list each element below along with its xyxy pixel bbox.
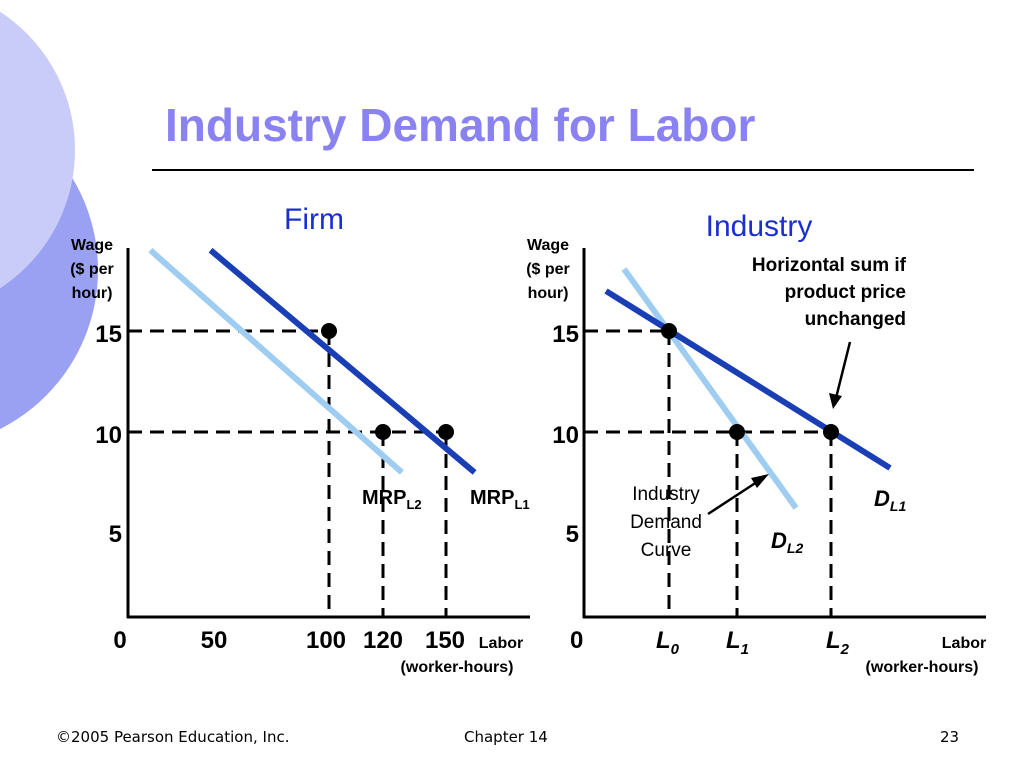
firm-y-tick-15: 15 — [95, 321, 122, 348]
industry-demand-annotation: Industry Demand Curve — [630, 484, 702, 561]
horizontal-sum-arrow-shaft — [834, 341, 852, 399]
firm-point-100-15 — [321, 323, 337, 339]
industry-x-label-line2: (worker-hours) — [866, 659, 979, 676]
firm-guides — [128, 329, 448, 617]
firm-y-label: Wage ($ per hour) — [70, 237, 114, 302]
firm-x-tick-0: 0 — [113, 627, 126, 654]
firm-y-label-line1: Wage — [71, 237, 113, 254]
firm-mrp-l1-label: MRPL1 — [470, 487, 530, 512]
firm-y-tick-10: 10 — [95, 422, 122, 449]
horizontal-sum-arrow — [829, 341, 852, 409]
industry-guides — [584, 329, 833, 617]
industry-y-label-line1: Wage — [527, 237, 569, 254]
footer-chapter: Chapter 14 — [464, 728, 548, 746]
industry-dl1-label: DL1 — [874, 486, 906, 514]
industry-dl2-curve — [621, 267, 799, 510]
industry-point-l1-10 — [729, 424, 745, 440]
industry-points — [661, 323, 839, 440]
firm-points — [321, 323, 454, 440]
industry-point-l0-15 — [661, 323, 677, 339]
industry-demand-arrow — [707, 474, 769, 516]
firm-y-label-line3: hour) — [72, 285, 113, 302]
horizontal-sum-line2: product price — [785, 282, 906, 303]
firm-x-label: Labor (worker-hours) — [401, 635, 524, 676]
title-divider — [152, 169, 974, 171]
industry-y-label-line3: hour) — [528, 285, 569, 302]
industry-y-tick-5: 5 — [566, 521, 579, 548]
industry-dl1-curve — [604, 288, 892, 471]
firm-chart: Firm Wage ($ per hour) — [70, 203, 530, 676]
firm-x-tick-150: 150 — [425, 627, 465, 654]
industry-y-tick-15: 15 — [552, 321, 579, 348]
industry-demand-line1: Industry — [632, 484, 700, 505]
firm-mrp-l1-curve — [208, 247, 477, 475]
horizontal-sum-line1: Horizontal sum if — [752, 255, 907, 276]
industry-x-tick-l0: L0 — [656, 627, 680, 658]
firm-y-tick-5: 5 — [109, 521, 122, 548]
firm-x-label-line2: (worker-hours) — [401, 659, 514, 676]
horizontal-sum-annotation: Horizontal sum if product price unchange… — [752, 255, 907, 330]
footer-copyright: ©2005 Pearson Education, Inc. — [56, 728, 290, 746]
industry-point-l2-10 — [823, 424, 839, 440]
slide-title: Industry Demand for Labor — [165, 99, 756, 151]
industry-demand-line3: Curve — [641, 540, 692, 561]
industry-x-label-line1: Labor — [942, 635, 986, 652]
horizontal-sum-arrow-head — [829, 393, 842, 409]
industry-x-tick-0: 0 — [570, 627, 583, 654]
deco-circle-inner — [0, 11, 75, 289]
industry-x-label: Labor (worker-hours) — [866, 635, 987, 676]
industry-y-label-line2: ($ per — [526, 261, 570, 278]
industry-y-label: Wage ($ per hour) — [526, 237, 570, 302]
industry-title: Industry — [706, 210, 813, 243]
industry-demand-line2: Demand — [630, 512, 702, 533]
firm-point-120-10 — [375, 424, 391, 440]
firm-y-ticks: 15 10 5 — [95, 321, 122, 548]
firm-mrp-l2-label: MRPL2 — [362, 487, 422, 512]
industry-dl2-label: DL2 — [771, 528, 803, 556]
firm-x-tick-50: 50 — [201, 627, 228, 654]
firm-x-label-line1: Labor — [479, 635, 523, 652]
industry-demand-arrow-head — [751, 474, 769, 488]
decorative-circles — [0, 11, 98, 430]
firm-x-tick-120: 120 — [363, 627, 403, 654]
firm-point-150-10 — [438, 424, 454, 440]
industry-chart: Industry Wage ($ per hour) — [526, 210, 986, 676]
industry-x-tick-l2: L2 — [826, 627, 850, 658]
firm-x-tick-100: 100 — [306, 627, 346, 654]
industry-x-ticks: 0 L0 L1 L2 — [570, 627, 850, 658]
industry-demand-arrow-shaft — [707, 478, 761, 516]
industry-x-tick-l1: L1 — [726, 627, 749, 658]
firm-y-label-line2: ($ per — [70, 261, 114, 278]
industry-y-tick-10: 10 — [552, 422, 579, 449]
firm-title: Firm — [284, 203, 344, 236]
industry-y-ticks: 15 10 5 — [552, 321, 579, 548]
firm-x-ticks: 0 50 100 120 150 — [113, 627, 465, 654]
footer-page-number: 23 — [940, 728, 960, 746]
firm-mrp-l2-curve — [148, 247, 404, 475]
horizontal-sum-line3: unchanged — [805, 309, 906, 330]
